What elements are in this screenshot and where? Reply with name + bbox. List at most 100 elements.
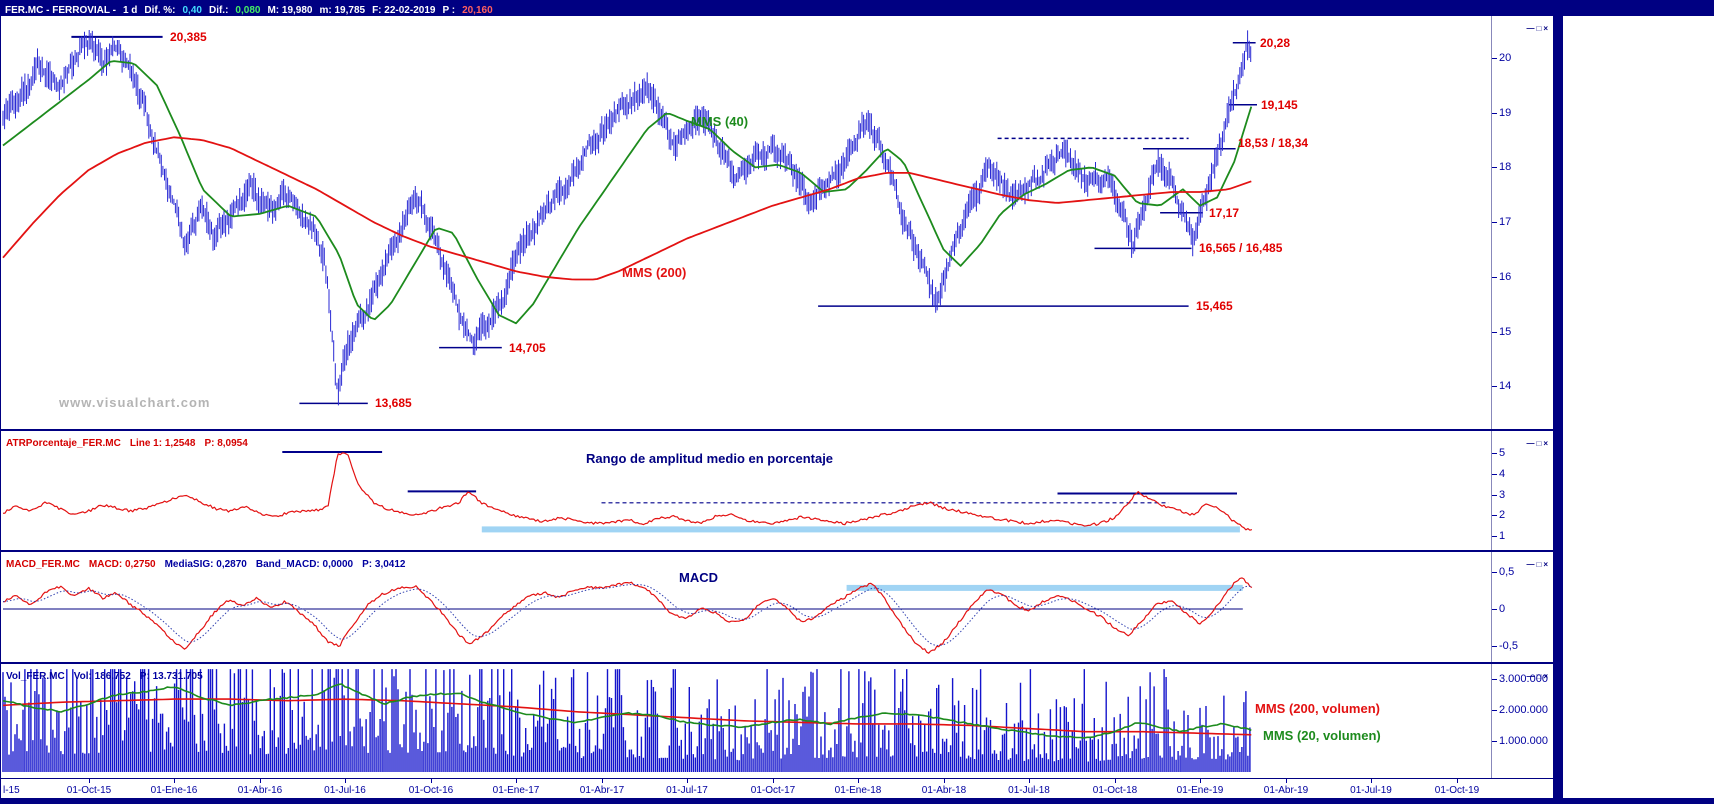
highlight-band xyxy=(846,584,1243,591)
x-tick-mark xyxy=(1029,779,1030,783)
restore-icon[interactable]: □ xyxy=(1536,439,1544,448)
vertical-scrollbar[interactable] xyxy=(1553,1,1563,803)
x-tick-mark xyxy=(687,779,688,783)
x-tick-label: 01-Ene-16 xyxy=(150,785,198,796)
y-tick-label: 18 xyxy=(1499,161,1512,173)
y-tick-mark xyxy=(1492,646,1497,647)
macd-signal-line xyxy=(2,583,1252,647)
titlebar[interactable]: FER.MC - FERROVIAL - 1 d Dif. %: 0,40 Dif.: 0… xyxy=(1,1,1714,16)
y-tick-label: -0,5 xyxy=(1499,640,1518,652)
y-tick-mark xyxy=(1492,474,1497,475)
y-tick-mark xyxy=(1492,536,1497,537)
y-tick-label: 16 xyxy=(1499,271,1512,283)
minimize-icon[interactable]: — xyxy=(1526,439,1537,448)
panel-window-controls: —□× xyxy=(1526,666,1550,684)
price-chart-panel[interactable]: www.visualchart.com MMS (40) MMS (200) 2… xyxy=(1,16,1491,429)
panel-window-controls: —□× xyxy=(1526,433,1550,451)
x-tick-mark xyxy=(858,779,859,783)
x-tick-mark xyxy=(345,779,346,783)
titlebar-segment: M: 19,980 xyxy=(267,5,313,16)
x-tick-label: 01-Oct-15 xyxy=(66,785,112,796)
y-tick-mark xyxy=(1492,453,1497,454)
vol-chart-svg xyxy=(2,669,1252,772)
close-icon[interactable]: × xyxy=(1543,439,1550,448)
x-tick-label: 01-Abr-19 xyxy=(1263,785,1309,796)
panel-window-controls: —□× xyxy=(1526,554,1550,572)
y-tick-mark xyxy=(1492,386,1497,387)
y-tick-mark xyxy=(1492,609,1497,610)
restore-icon[interactable]: □ xyxy=(1536,672,1544,681)
volume-panel[interactable]: Vol_FER.MC Vol: 186.752 P: 13.731.705 MMS … xyxy=(1,664,1491,778)
y-tick-mark xyxy=(1492,741,1497,742)
x-tick-label: 01-Jul-18 xyxy=(1008,785,1050,796)
y-tick-label: 3 xyxy=(1499,489,1506,501)
restore-icon[interactable]: □ xyxy=(1536,560,1544,569)
minimize-icon[interactable]: — xyxy=(1526,672,1537,681)
y-tick-mark xyxy=(1492,222,1497,223)
titlebar-segment: m: 19,785 xyxy=(319,5,366,16)
x-tick-mark xyxy=(602,779,603,783)
titlebar-segment: Dif.: xyxy=(208,5,229,16)
titlebar-segment: 1 d xyxy=(122,5,138,16)
x-tick-label: 01-Jul-19 xyxy=(1350,785,1392,796)
macd-chart-svg xyxy=(2,577,1253,654)
y-tick-label: 0,5 xyxy=(1499,566,1515,578)
titlebar-segment: 20,160 xyxy=(462,5,493,16)
y-tick-label: 2 xyxy=(1499,509,1506,521)
panel-window-controls: —□× xyxy=(1526,18,1550,36)
y-tick-mark xyxy=(1492,332,1497,333)
x-axis-timeline[interactable]: l-15 01-Oct-15 01-Ene-16 01-Abr-16 01-Jul-16… xyxy=(1,778,1553,799)
x-tick-label: l-15 xyxy=(3,785,20,796)
macd-line xyxy=(3,577,1253,654)
y-tick-mark xyxy=(1492,113,1497,114)
panel-separator[interactable] xyxy=(1,662,1553,664)
y-tick-mark xyxy=(1492,710,1497,711)
x-tick-label: 01-Oct-16 xyxy=(408,785,454,796)
y-tick-label: 15 xyxy=(1499,326,1512,338)
panel-separator[interactable] xyxy=(1,429,1553,431)
y-tick-label: 3.000.000 xyxy=(1499,673,1548,685)
panel-separator[interactable] xyxy=(1,550,1553,552)
x-tick-label: 01-Ene-19 xyxy=(1176,785,1224,796)
titlebar-segment: 0,080 xyxy=(235,5,261,16)
x-tick-mark xyxy=(174,779,175,783)
titlebar-segment: P : xyxy=(442,5,456,16)
x-tick-mark xyxy=(944,779,945,783)
y-axis-column[interactable]: 20 19 18 17 16 15 14 —□× 5 4 3 2 1 —□× 0,5 0 -0,5 —□× 3.00… xyxy=(1491,16,1554,798)
price-chart-svg xyxy=(2,30,1257,406)
y-tick-mark xyxy=(1492,572,1497,573)
y-tick-label: 1.000.000 xyxy=(1499,735,1548,747)
y-tick-label: 1 xyxy=(1499,530,1506,542)
close-icon[interactable]: × xyxy=(1543,672,1550,681)
x-tick-label: 01-Jul-16 xyxy=(324,785,366,796)
y-tick-label: 5 xyxy=(1499,447,1506,459)
close-icon[interactable]: × xyxy=(1543,24,1550,33)
x-tick-label: 01-Oct-19 xyxy=(1434,785,1480,796)
macd-indicator-panel[interactable]: MACD_FER.MC MACD: 0,2750 MediaSIG: 0,2870 B… xyxy=(1,552,1491,662)
mms200-line xyxy=(2,136,1252,281)
volume-bars xyxy=(2,669,1251,772)
y-tick-mark xyxy=(1492,515,1497,516)
x-tick-mark xyxy=(1115,779,1116,783)
y-tick-mark xyxy=(1492,495,1497,496)
y-tick-label: 4 xyxy=(1499,468,1506,480)
minimize-icon[interactable]: — xyxy=(1526,24,1537,33)
x-tick-label: 01-Abr-17 xyxy=(579,785,625,796)
atr-indicator-panel[interactable]: ATRPorcentaje_FER.MC Line 1: 1,2548 P: 8,0… xyxy=(1,431,1491,550)
restore-icon[interactable]: □ xyxy=(1536,24,1544,33)
y-tick-label: 14 xyxy=(1499,380,1512,392)
x-tick-mark xyxy=(1286,779,1287,783)
y-tick-label: 0 xyxy=(1499,603,1506,615)
x-tick-label: 01-Jul-17 xyxy=(666,785,708,796)
atr-line xyxy=(2,452,1253,531)
close-icon[interactable]: × xyxy=(1543,560,1550,569)
x-tick-label: 01-Abr-16 xyxy=(237,785,283,796)
y-tick-label: 2.000.000 xyxy=(1499,704,1548,716)
x-tick-mark xyxy=(516,779,517,783)
minimize-icon[interactable]: — xyxy=(1526,560,1537,569)
volume-mms20-line xyxy=(2,683,1252,739)
x-tick-mark xyxy=(1371,779,1372,783)
y-tick-label: 17 xyxy=(1499,216,1512,228)
highlight-band xyxy=(481,526,1240,533)
